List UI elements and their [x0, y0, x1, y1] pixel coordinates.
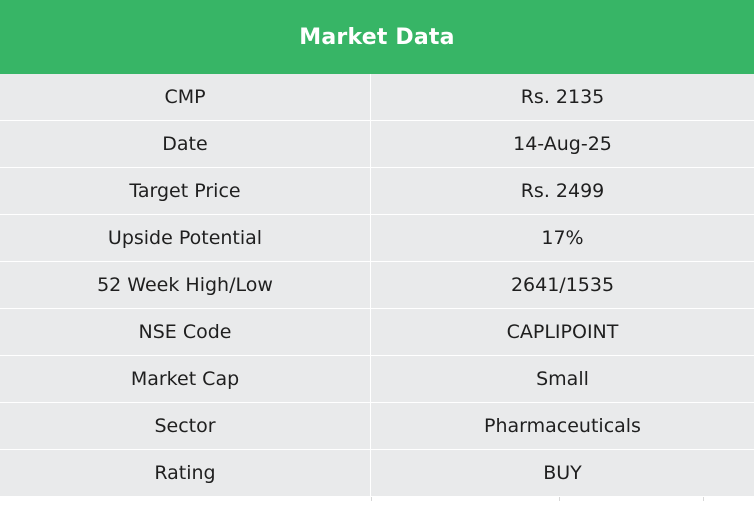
table-row: Target Price Rs. 2499: [0, 168, 754, 215]
row-label: NSE Code: [0, 309, 371, 355]
table-row: Market Cap Small: [0, 356, 754, 403]
row-label: Target Price: [0, 168, 371, 214]
row-label: 52 Week High/Low: [0, 262, 371, 308]
row-value: 17%: [541, 227, 584, 249]
divider-tick: [559, 497, 560, 501]
row-value: Rs. 2499: [520, 180, 605, 202]
row-value: Pharmaceuticals: [484, 415, 641, 437]
row-value: 2641/1535: [510, 274, 615, 296]
row-value: Small: [536, 368, 589, 390]
row-value: CAPLIPOINT: [506, 321, 619, 343]
row-value: Rs. 2135: [520, 86, 605, 108]
row-label: Upside Potential: [0, 215, 371, 261]
divider-tick: [371, 497, 372, 501]
table-row: 52 Week High/Low 2641/1535: [0, 262, 754, 309]
table-row: Date 14-Aug-25: [0, 121, 754, 168]
divider-tick: [703, 497, 704, 501]
table-row: Rating BUY: [0, 450, 754, 497]
row-label: Rating: [0, 450, 371, 496]
row-label: Sector: [0, 403, 371, 449]
row-value: 14-Aug-25: [513, 133, 612, 155]
table-bottom-edge: [0, 497, 754, 501]
table-title: Market Data: [0, 0, 754, 74]
table-row: NSE Code CAPLIPOINT: [0, 309, 754, 356]
row-label: Market Cap: [0, 356, 371, 402]
table-row: Sector Pharmaceuticals: [0, 403, 754, 450]
row-label: Date: [0, 121, 371, 167]
table-row: Upside Potential 17%: [0, 215, 754, 262]
row-value: BUY: [543, 462, 582, 484]
row-label: CMP: [0, 74, 371, 120]
table-row: CMP Rs. 2135: [0, 74, 754, 121]
